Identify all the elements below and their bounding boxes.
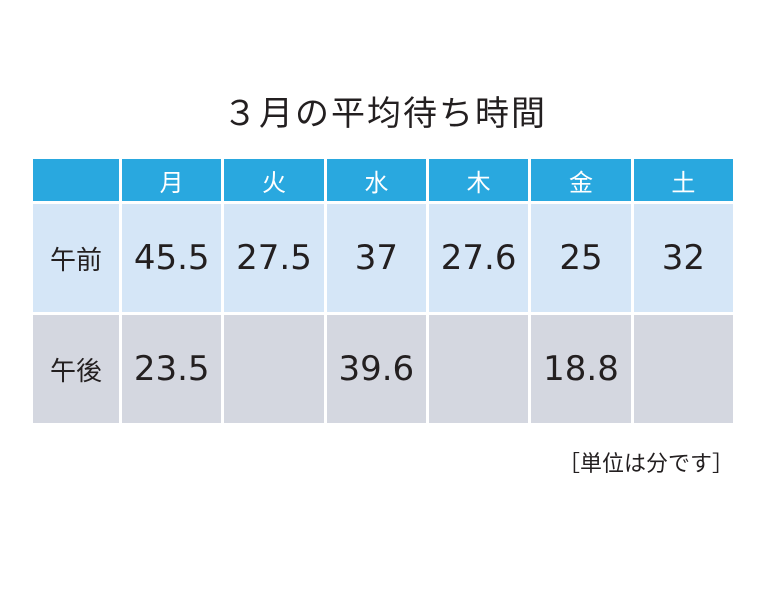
table-row-am: 午前 45.5 27.5 37 27.6 25 32	[33, 204, 733, 312]
row-label-am: 午前	[33, 204, 119, 312]
cell-am-thu: 27.6	[428, 204, 529, 312]
cell-am-mon: 45.5	[122, 204, 222, 312]
unit-note: ［単位は分です］	[557, 452, 734, 477]
header-corner-cell	[33, 159, 119, 201]
cell-pm-sat	[633, 315, 733, 423]
cell-pm-tue	[224, 315, 324, 423]
wait-time-table: 月 火 水 木 金 土 午前 45.5 27.5 37 27.6 25 32 午…	[30, 156, 736, 426]
header-cell-fri: 金	[531, 159, 631, 201]
chart-title: ３月の平均待ち時間	[223, 94, 547, 134]
header-cell-tue: 火	[224, 159, 324, 201]
cell-am-sat: 32	[633, 204, 733, 312]
cell-pm-wed: 39.6	[326, 315, 426, 423]
header-cell-mon: 月	[122, 159, 222, 201]
header-cell-wed: 水	[326, 159, 426, 201]
cell-pm-thu	[428, 315, 529, 423]
header-cell-thu: 木	[428, 159, 529, 201]
cell-pm-fri: 18.8	[531, 315, 631, 423]
table-row-pm: 午後 23.5 39.6 18.8	[33, 315, 733, 423]
row-label-pm: 午後	[33, 315, 119, 423]
cell-am-wed: 37	[326, 204, 426, 312]
cell-am-tue: 27.5	[224, 204, 324, 312]
cell-pm-mon: 23.5	[122, 315, 222, 423]
header-cell-sat: 土	[633, 159, 733, 201]
table-header-row: 月 火 水 木 金 土	[33, 159, 733, 201]
cell-am-fri: 25	[531, 204, 631, 312]
